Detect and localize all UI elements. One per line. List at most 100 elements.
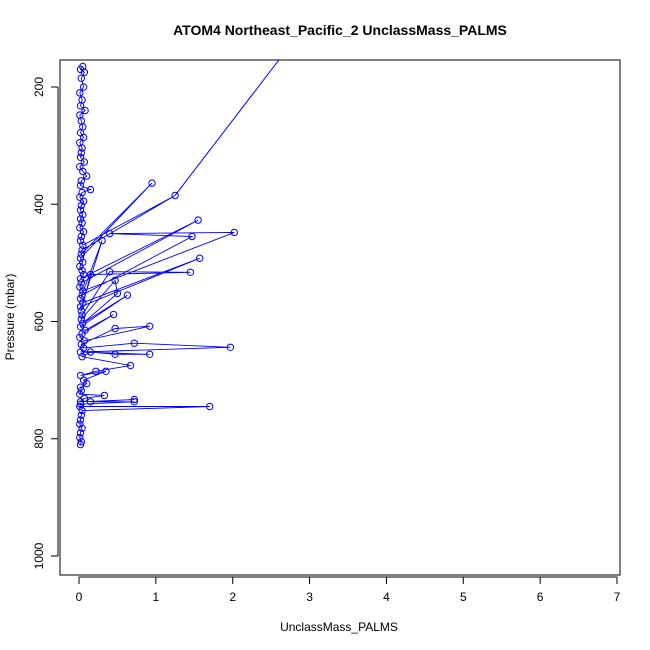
data-point <box>76 275 85 283</box>
data-point <box>76 206 85 214</box>
data-point <box>77 279 86 287</box>
data-point <box>76 294 85 303</box>
data-point <box>111 324 119 333</box>
data-point <box>79 299 87 307</box>
data-point <box>78 311 86 319</box>
data-point <box>81 106 89 115</box>
data-point <box>130 398 139 406</box>
data-point <box>77 315 86 323</box>
data-point <box>83 172 91 180</box>
data-point <box>230 228 239 237</box>
data-point <box>76 193 84 201</box>
data-point <box>77 74 86 82</box>
data-point <box>77 307 86 315</box>
data-point <box>102 367 110 375</box>
data-point <box>76 429 85 437</box>
data-point <box>123 291 132 299</box>
data-point <box>146 322 154 330</box>
x-tick-label: 3 <box>306 590 313 604</box>
data-point <box>78 424 86 432</box>
data-point <box>86 348 95 356</box>
data-point <box>78 266 86 275</box>
data-point <box>76 262 84 271</box>
data-point <box>86 185 95 194</box>
data-point <box>100 391 109 400</box>
data-point <box>148 179 156 187</box>
y-axis: 200 400 600 800 1000 <box>32 77 59 569</box>
data-point <box>111 276 119 285</box>
data-point <box>76 348 85 356</box>
data-point <box>194 216 202 224</box>
data-point <box>78 353 86 361</box>
data-point <box>146 350 154 358</box>
y-axis-label: Pressure (mbar) <box>3 274 17 361</box>
series-line <box>79 66 235 445</box>
y-tick-label: 400 <box>32 194 46 214</box>
x-tick-label: 1 <box>153 590 160 604</box>
data-point <box>76 303 85 311</box>
chart-title: ATOM4 Northeast_Pacific_2 UnclassMass_PA… <box>173 22 507 38</box>
y-tick-label: 800 <box>32 428 46 448</box>
data-point <box>80 158 89 166</box>
data-point <box>126 361 135 370</box>
y-tick-label: 200 <box>32 77 46 97</box>
data-point <box>79 228 88 236</box>
data-point <box>77 387 86 395</box>
data-point <box>76 420 84 428</box>
data-point <box>76 236 85 245</box>
data-point <box>76 440 85 449</box>
x-tick-label: 6 <box>537 590 544 604</box>
data-point <box>109 310 118 319</box>
data-point <box>113 289 122 298</box>
data-point <box>76 398 85 406</box>
data-point <box>76 181 85 190</box>
data-point <box>77 250 86 258</box>
x-tick-label: 5 <box>460 590 467 604</box>
y-tick-label: 600 <box>32 311 46 331</box>
series-points <box>76 62 239 449</box>
data-point <box>86 270 95 279</box>
x-tick-label: 2 <box>229 590 236 604</box>
plot-frame <box>59 59 621 576</box>
data-point <box>76 333 84 341</box>
data-point <box>188 232 196 241</box>
data-point <box>76 102 85 110</box>
y-tick-label: 1000 <box>32 542 46 569</box>
data-point <box>76 402 84 411</box>
series-entry-line <box>174 60 280 196</box>
data-point <box>92 367 100 375</box>
data-point <box>78 144 86 152</box>
x-tick-label: 4 <box>383 590 390 604</box>
data-point <box>80 68 89 77</box>
data-point <box>83 379 91 388</box>
data-point <box>79 211 87 219</box>
data-point <box>76 433 84 442</box>
x-axis-label: UnclassMass_PALMS <box>280 620 398 634</box>
data-point <box>111 350 119 358</box>
data-point <box>78 188 86 197</box>
data-point <box>79 287 87 295</box>
data-point <box>186 268 195 276</box>
data-point <box>76 390 84 398</box>
data-point <box>86 398 95 406</box>
data-point <box>76 153 85 162</box>
data-point <box>77 232 86 241</box>
data-point <box>79 167 87 176</box>
data-point <box>78 406 86 415</box>
data-point <box>76 383 85 391</box>
series-lines <box>79 60 280 445</box>
data-point <box>226 343 235 351</box>
data-point <box>106 229 114 238</box>
data-point <box>79 241 87 250</box>
data-point <box>77 149 86 157</box>
data-point <box>79 133 88 142</box>
data-point <box>79 197 88 206</box>
data-point <box>78 219 86 227</box>
data-point <box>98 236 106 245</box>
data-point <box>206 402 214 411</box>
data-point <box>76 224 84 232</box>
data-point <box>76 416 85 424</box>
data-point <box>130 339 139 347</box>
data-point <box>77 201 86 210</box>
